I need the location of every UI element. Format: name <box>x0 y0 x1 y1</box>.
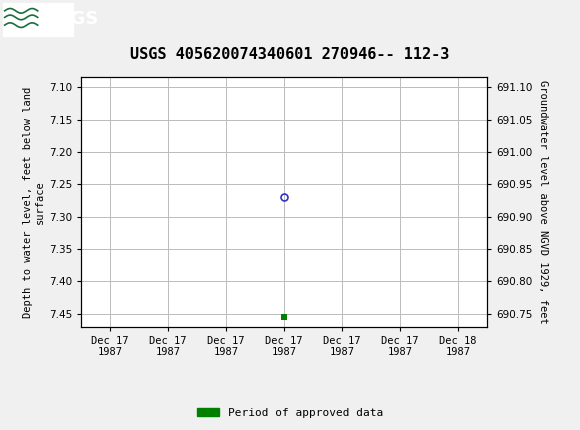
Y-axis label: Groundwater level above NGVD 1929, feet: Groundwater level above NGVD 1929, feet <box>538 80 548 324</box>
Text: USGS: USGS <box>44 10 99 28</box>
Y-axis label: Depth to water level, feet below land
surface: Depth to water level, feet below land su… <box>23 86 45 318</box>
Text: USGS 405620074340601 270946-- 112-3: USGS 405620074340601 270946-- 112-3 <box>130 47 450 62</box>
Legend: Period of approved data: Period of approved data <box>193 403 387 422</box>
Bar <box>3 3 72 36</box>
